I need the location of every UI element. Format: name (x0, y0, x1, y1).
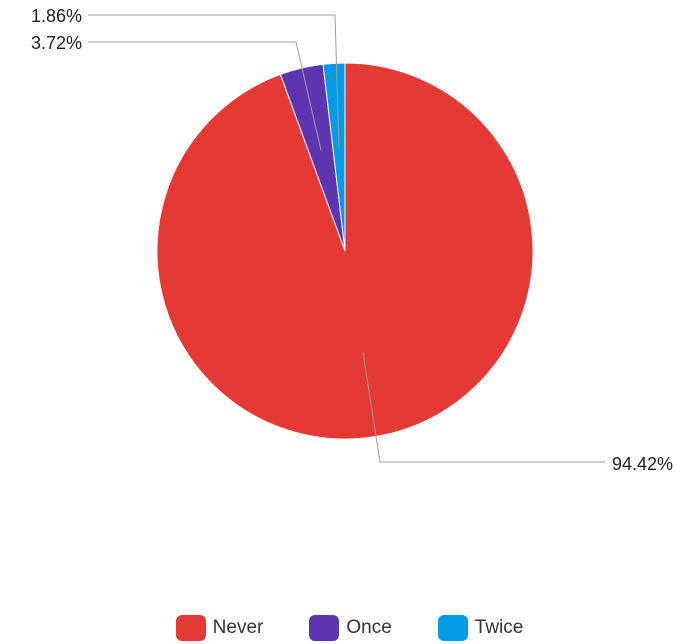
legend-label-once: Once (346, 617, 392, 638)
data-label-once: 3.72% (31, 33, 82, 53)
legend-item-once[interactable]: Once (309, 615, 392, 641)
legend-label-never: Never (212, 617, 264, 638)
data-label-never: 94.42% (612, 454, 673, 474)
leader-line-never (362, 352, 605, 463)
legend-item-never[interactable]: Never (175, 615, 264, 641)
legend-swatch-once (309, 615, 340, 641)
legend: Never Once Twice (0, 614, 699, 642)
pie-slice-twice[interactable] (322, 62, 346, 252)
data-label-twice: 1.86% (31, 6, 82, 26)
legend-swatch-never (175, 615, 206, 641)
legend-item-twice[interactable]: Twice (437, 615, 524, 641)
legend-label-twice: Twice (474, 617, 524, 638)
leader-line-twice (88, 14, 340, 148)
legend-swatch-twice (437, 615, 468, 641)
leader-line-once (88, 41, 322, 151)
